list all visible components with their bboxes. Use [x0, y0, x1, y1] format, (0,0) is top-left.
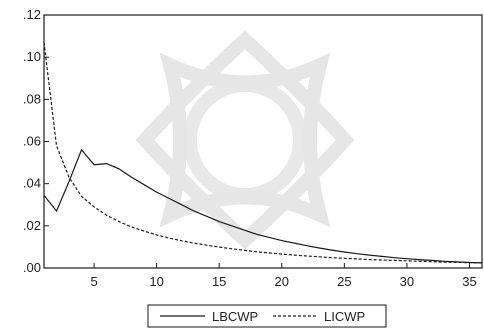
legend: LBCWP LICWP	[148, 305, 386, 327]
watermark-emblem	[145, 40, 345, 240]
x-tick-label: 25	[337, 274, 351, 289]
y-tick-label: .06	[23, 134, 41, 149]
x-tick-label: 10	[149, 274, 163, 289]
x-tick-label: 15	[212, 274, 226, 289]
legend-label-licwp: LICWP	[324, 309, 365, 324]
x-tick-label: 35	[462, 274, 476, 289]
x-tick-label: 5	[90, 274, 97, 289]
series-line-lbcwp	[44, 150, 482, 263]
y-tick-label: .02	[23, 218, 41, 233]
y-axis: .00 .02 .04 .06 .08 .10 .12	[23, 7, 49, 275]
y-tick-label: .04	[23, 176, 41, 191]
y-tick-label: .10	[23, 49, 41, 64]
legend-label-lbcwp: LBCWP	[212, 309, 258, 324]
y-tick-label: .08	[23, 91, 41, 106]
x-tick-label: 30	[400, 274, 414, 289]
x-axis: 5 10 15 20 25 30 35	[90, 263, 476, 289]
x-tick-label: 20	[275, 274, 289, 289]
y-tick-label: .12	[23, 7, 41, 22]
y-tick-label: .00	[23, 260, 41, 275]
